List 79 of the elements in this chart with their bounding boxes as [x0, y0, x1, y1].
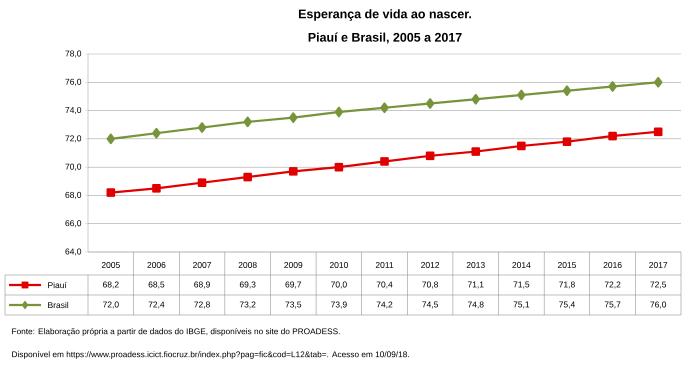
data-label: 72,0: [103, 302, 119, 308]
point: [380, 157, 389, 166]
point: [471, 147, 480, 156]
point: [243, 172, 252, 182]
source-note: Fonte: Elaboração própria a partir de dados do IBGE, disponíveis no site do PROADESS.: [12, 328, 340, 336]
data-label: 73,9: [331, 302, 347, 308]
data-label: 71,8: [559, 282, 575, 288]
x-tick-label: 2007: [193, 262, 212, 268]
chart-subtitle: Piauí e Brasil, 2005 a 2017: [308, 32, 462, 44]
data-label: 71,1: [468, 282, 484, 288]
y-tick-label: 76,0: [65, 78, 82, 86]
point: [289, 112, 298, 123]
x-tick-label: 2006: [147, 262, 166, 268]
x-tick-label: 2014: [512, 262, 531, 268]
data-label: 74,8: [468, 302, 484, 308]
data-label: 73,2: [240, 302, 256, 308]
x-tick-label: 2015: [558, 262, 576, 268]
data-label: 71,5: [514, 282, 530, 288]
text: Disponível em https://www.proadess.icict.fiocruz.br/index.php?pag=fic&cod=L12&tab=. Acesso em 10/09/18.: [12, 351, 409, 359]
point: [608, 132, 617, 140]
x-tick-label: 2017: [649, 262, 668, 268]
data-label: 72,8: [194, 302, 210, 308]
point: [334, 162, 344, 172]
y-tick-label: 72,0: [65, 135, 82, 142]
data-label: 72,4: [148, 302, 164, 308]
point: [517, 90, 526, 100]
data-label: 72,2: [604, 282, 620, 288]
point: [198, 178, 206, 187]
x-tick-label: 2010: [330, 262, 348, 268]
data-label: 70,8: [422, 282, 438, 288]
point: [288, 167, 298, 176]
x-tick-label: 2011: [376, 262, 394, 268]
point: [562, 137, 572, 146]
y-tick-label: 74,0: [65, 107, 82, 114]
data-label: 74,5: [422, 302, 438, 308]
point: [152, 184, 161, 193]
y-tick-label: 68,0: [65, 192, 82, 199]
point: [562, 85, 572, 96]
point: [608, 81, 617, 92]
x-tick-label: 2005: [102, 262, 120, 268]
y-tick-label: 78,0: [65, 50, 82, 58]
x-tick-label: 2009: [284, 262, 302, 268]
point: [334, 106, 344, 118]
data-label: 68,2: [103, 282, 119, 288]
data-label: 74,2: [376, 302, 392, 308]
point: [198, 122, 206, 133]
data-label: 69,7: [285, 282, 302, 288]
legend-label: Brasil: [48, 302, 68, 308]
x-tick-label: 2013: [466, 262, 485, 268]
x-tick-label: 2012: [421, 262, 440, 268]
point: [517, 142, 526, 150]
chart-title: Esperança de vida ao nascer.: [298, 9, 472, 21]
data-label: 72,5: [650, 282, 666, 288]
point: [106, 188, 116, 197]
data-label: 68,9: [194, 282, 210, 288]
data-label: 70,0: [331, 282, 347, 288]
point: [654, 76, 662, 88]
data-label: 75,7: [604, 302, 620, 308]
point: [654, 127, 663, 136]
y-tick-label: 70,0: [65, 164, 82, 171]
data-label: 75,1: [514, 302, 530, 308]
point: [106, 134, 116, 144]
point: [380, 102, 389, 114]
data-label: 70,4: [376, 282, 393, 288]
data-label: 75,4: [559, 302, 575, 308]
data-label: 69,3: [240, 282, 256, 288]
y-tick-label: 66,0: [65, 220, 82, 228]
point: [426, 152, 434, 160]
data-label: 76,0: [650, 302, 666, 308]
x-tick-label: 2016: [604, 262, 622, 268]
point: [243, 116, 252, 128]
data-label: 73,5: [285, 302, 302, 308]
data-label: 68,5: [148, 282, 164, 288]
point: [471, 94, 480, 105]
point: [152, 128, 161, 138]
y-tick-label: 64,0: [65, 248, 82, 256]
legend-label: Piauí: [48, 282, 67, 288]
x-tick-label: 2008: [238, 262, 257, 268]
point: [426, 98, 434, 109]
